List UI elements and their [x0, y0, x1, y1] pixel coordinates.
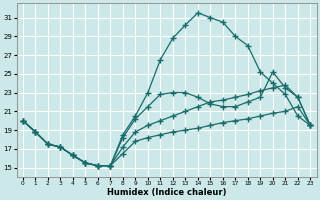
X-axis label: Humidex (Indice chaleur): Humidex (Indice chaleur) — [107, 188, 226, 197]
